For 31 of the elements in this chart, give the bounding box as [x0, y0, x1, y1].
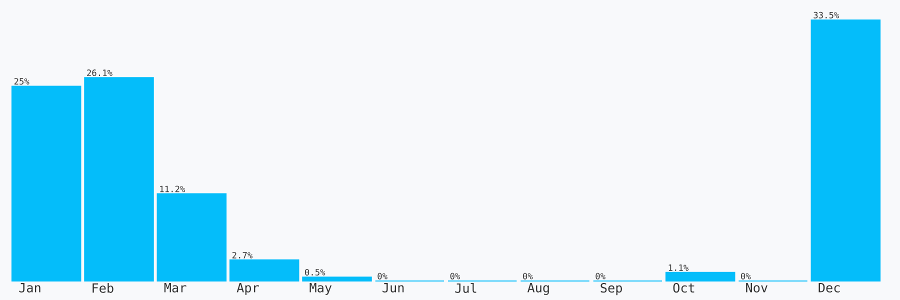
x-tick-label: Jan	[19, 283, 40, 292]
x-tick-label: May	[310, 283, 332, 295]
bar	[810, 19, 881, 282]
x-tick-label: Aug	[527, 283, 549, 295]
data-label: 33.5%	[814, 12, 840, 18]
data-label: 2.7%	[232, 252, 253, 258]
data-label: 25%	[14, 78, 30, 85]
data-label: 0.5%	[305, 268, 326, 276]
x-tick-label: Sep	[600, 283, 622, 296]
data-label: 11.2%	[160, 186, 186, 192]
data-label: 0%	[450, 272, 460, 280]
x-tick-label: Oct	[673, 283, 694, 293]
data-label: 0%	[741, 272, 751, 280]
data-label: 26.1%	[87, 70, 112, 76]
bar	[302, 276, 372, 282]
x-tick-label: Mar	[164, 283, 186, 292]
data-label: 1.1%	[668, 264, 689, 271]
bar	[11, 86, 82, 282]
bar	[665, 272, 736, 282]
x-tick-label: Jul	[455, 283, 476, 293]
bar	[84, 77, 154, 282]
bar	[156, 193, 227, 282]
bar	[229, 259, 300, 282]
data-label: 0%	[523, 272, 533, 280]
x-tick-label: Dec	[818, 283, 840, 292]
x-tick-label: Jun	[382, 283, 404, 292]
data-label: 0%	[378, 272, 388, 280]
x-tick-label: Apr	[236, 283, 259, 295]
x-tick-label: Nov	[746, 283, 768, 292]
x-tick-label: Feb	[92, 283, 114, 293]
data-label: 0%	[596, 272, 606, 280]
